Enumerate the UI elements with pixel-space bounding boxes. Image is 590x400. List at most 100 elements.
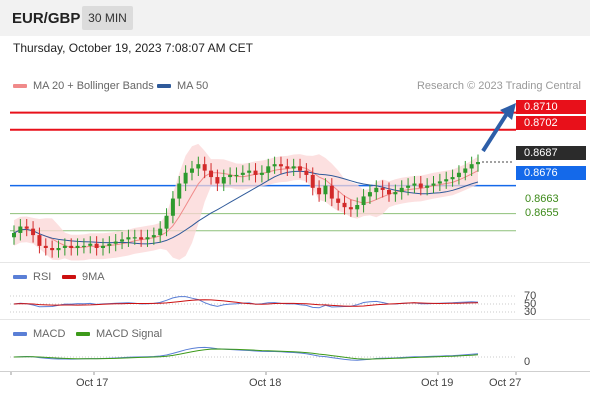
candle-body <box>304 170 309 175</box>
candle-body <box>228 174 233 178</box>
candle-body <box>100 245 105 248</box>
candle-body <box>189 168 194 173</box>
legend-ma20: MA 20 + Bollinger Bands <box>13 80 154 92</box>
candle-body <box>253 170 258 175</box>
candle-body <box>266 166 271 173</box>
candle-body <box>418 183 423 188</box>
candle-body <box>336 198 341 203</box>
candle-body <box>259 172 264 175</box>
candle-body <box>476 162 480 165</box>
candle-body <box>278 164 283 167</box>
candle-body <box>342 202 347 208</box>
rsi-panel <box>10 295 516 313</box>
candle-body <box>158 228 163 236</box>
candle-body <box>151 235 156 238</box>
candle-body <box>126 237 131 240</box>
candle-body <box>43 245 48 248</box>
legend-macd-label: MACD <box>33 328 66 340</box>
macd-zero-label: 0 <box>524 356 531 368</box>
candle-body <box>380 187 385 190</box>
bollinger-band-fill <box>14 143 478 261</box>
candle-body <box>196 164 201 169</box>
candle-body <box>24 226 29 229</box>
candle-body <box>75 245 80 248</box>
ma50-swatch <box>157 84 171 88</box>
candle-body <box>437 181 442 184</box>
timeframe-button[interactable]: 30 MIN <box>82 6 133 30</box>
level-tag-r2: 0.8710 <box>516 100 586 114</box>
rsi-ma-line <box>13 299 479 307</box>
candle-body <box>412 183 417 186</box>
candle-body <box>317 187 322 195</box>
candle-body <box>285 166 290 169</box>
legend-ma50: MA 50 <box>157 80 208 92</box>
candle-body <box>170 198 175 216</box>
level-label-s1: 0.8663 <box>525 193 559 205</box>
candle-body <box>177 183 182 199</box>
chart-header: EUR/GBP 30 MIN <box>0 0 590 36</box>
candle-body <box>209 170 214 178</box>
xaxis-label-2: Oct 19 <box>421 377 454 389</box>
candle-body <box>145 237 150 240</box>
level-tag-r1: 0.8702 <box>516 116 586 130</box>
candle-body <box>406 185 411 188</box>
rsi-ma-swatch <box>62 275 76 279</box>
candle-body <box>456 172 461 178</box>
xaxis-label-0: Oct 17 <box>76 377 109 389</box>
candle-body <box>329 185 334 199</box>
candle-body <box>361 196 366 206</box>
legend-rsi-ma: 9MA <box>62 271 105 283</box>
level-tag-pivot: 0.8676 <box>516 166 586 180</box>
candle-body <box>94 243 99 248</box>
panel-divider-macd <box>0 319 590 320</box>
time-axis-line <box>0 371 590 372</box>
candle-body <box>31 228 36 236</box>
target-arrow <box>481 103 516 153</box>
legend-macd-signal-label: MACD Signal <box>96 328 163 340</box>
macd-swatch <box>13 332 27 336</box>
candle-body <box>107 243 112 246</box>
candle-body <box>164 215 169 229</box>
candle-body <box>469 164 474 169</box>
candle-body <box>18 226 23 233</box>
candle-body <box>37 235 42 246</box>
candle-body <box>81 245 86 248</box>
target-arrow-shaft <box>481 110 510 153</box>
candle-body <box>12 232 16 238</box>
legend-rsi-label: RSI <box>33 271 52 283</box>
candle-body <box>355 205 360 210</box>
candle-body <box>374 187 379 193</box>
candle-body <box>298 166 303 171</box>
candle-body <box>387 189 392 195</box>
candle-body <box>323 185 328 195</box>
legend-ma50-label: MA 50 <box>177 80 209 92</box>
candle-body <box>367 192 372 197</box>
xaxis-label-1: Oct 18 <box>249 377 282 389</box>
rsi-line <box>13 296 479 309</box>
candle-body <box>450 177 455 180</box>
legend-macd-signal: MACD Signal <box>76 328 162 340</box>
rsi-swatch <box>13 275 27 279</box>
rsi-level-70: 70 <box>524 290 537 302</box>
candle-body <box>240 172 245 175</box>
bollinger-band <box>14 143 478 261</box>
legend-macd: MACD <box>13 328 65 340</box>
candle-body <box>202 164 207 171</box>
candle-body <box>425 185 430 188</box>
candle-body <box>221 177 226 184</box>
rsi-level-30: 30 <box>524 306 537 318</box>
candle-body <box>113 241 118 244</box>
research-credit: Research © 2023 Trading Central <box>416 80 581 92</box>
target-arrow-head <box>500 103 516 120</box>
level-label-s2: 0.8655 <box>525 207 559 219</box>
candle-body <box>444 179 449 182</box>
xaxis-label-3: Oct 27 <box>489 377 522 389</box>
candle-body <box>247 170 252 173</box>
candle-body <box>120 239 125 242</box>
candle-body <box>463 168 468 173</box>
candle-body <box>69 245 74 248</box>
candle-body <box>183 172 188 184</box>
candle-body <box>393 192 398 195</box>
candle-body <box>50 248 55 251</box>
